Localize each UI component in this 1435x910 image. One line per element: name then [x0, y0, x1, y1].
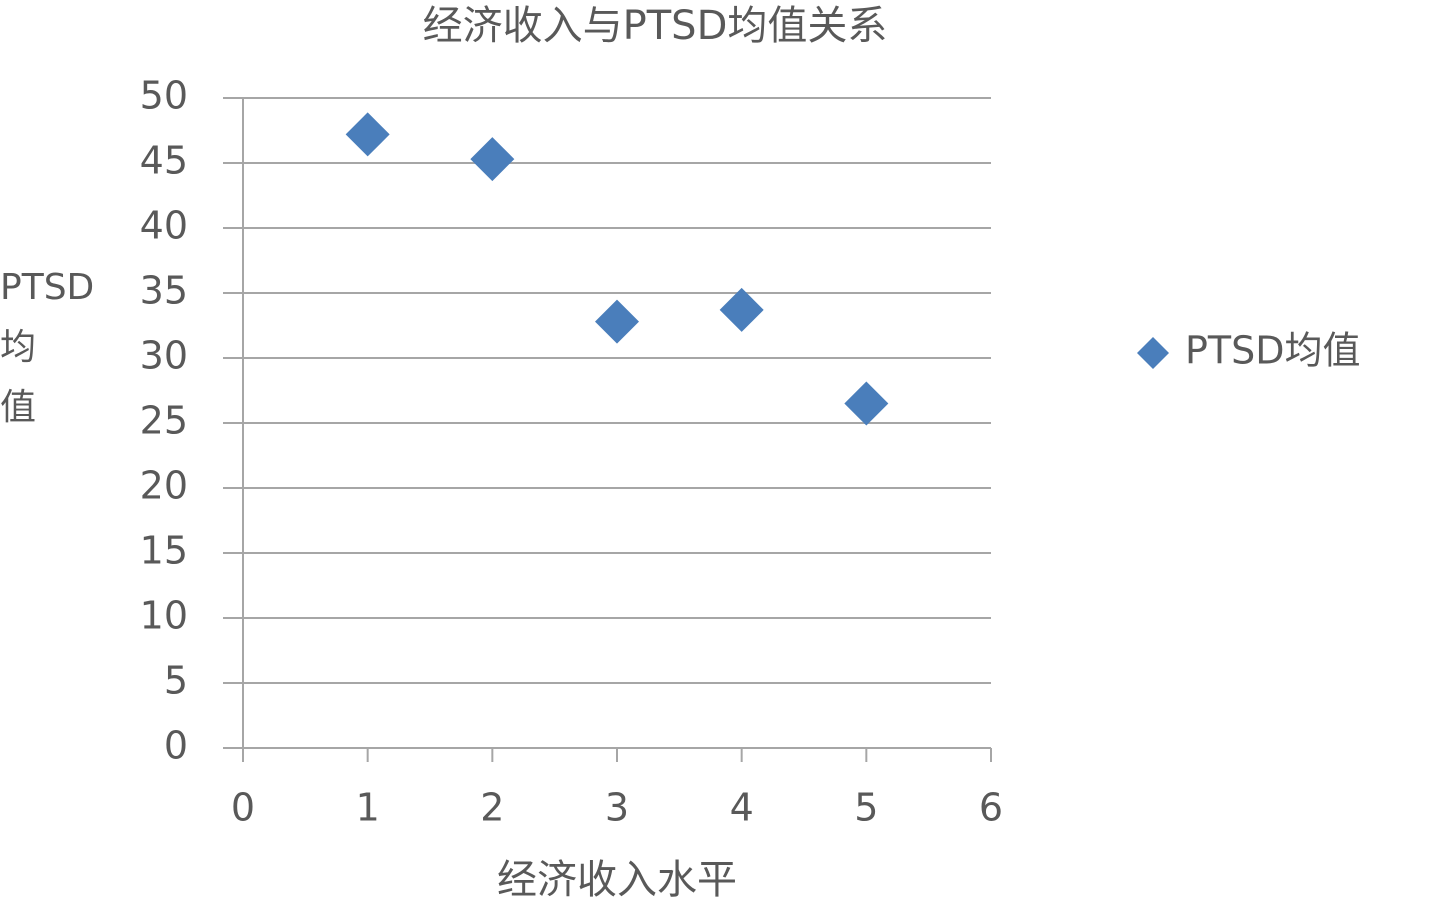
y-tick-label: 5 [164, 659, 188, 703]
legend-marker [1137, 337, 1169, 369]
x-tick-label: 2 [480, 786, 504, 830]
marker [470, 137, 515, 182]
x-axis-label: 经济收入水平 [497, 857, 737, 903]
x-tick-label: 1 [356, 786, 380, 830]
marker [345, 112, 390, 157]
legend-label: PTSD均值 [1185, 329, 1361, 373]
x-tick-label: 4 [730, 786, 754, 830]
y-tick-label: 0 [164, 724, 188, 768]
y-axis-label: PTSD均值 [0, 267, 95, 428]
y-tick-label: 45 [140, 139, 188, 183]
y-tick-label: 30 [140, 334, 188, 378]
y-tick-label: 35 [140, 269, 188, 313]
y-tick-label: 15 [140, 529, 188, 573]
x-tick-label: 5 [854, 786, 878, 830]
x-tick-label: 6 [979, 786, 1003, 830]
marker [595, 299, 639, 344]
y-tick-label: 25 [140, 399, 188, 443]
y-tick-label: 20 [140, 464, 188, 508]
y-tick-label: 10 [140, 594, 188, 638]
x-tick-label: 0 [231, 786, 255, 830]
x-tick-label: 3 [605, 786, 629, 830]
marker [844, 381, 889, 426]
chart-title: 经济收入与PTSD均值关系 [423, 3, 888, 49]
marker [719, 287, 764, 332]
y-tick-label: 40 [140, 204, 188, 248]
y-tick-label: 50 [140, 74, 188, 118]
